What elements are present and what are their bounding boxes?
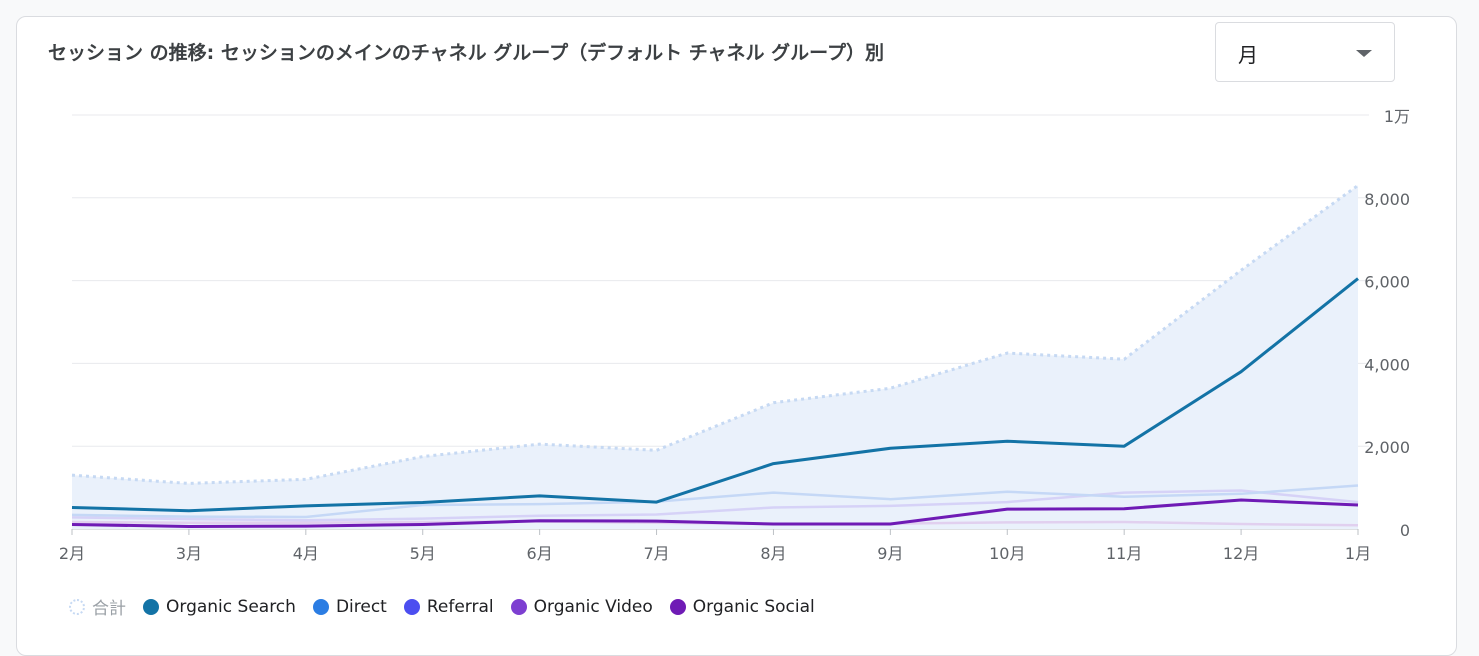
legend-item[interactable]: 合計: [69, 594, 126, 619]
line-chart: 0 2,000 4,000 6,000 8,000 1万 2月 3月 4月 5月 6月 7月 8月 9月 1…: [59, 107, 1410, 563]
x-tick-label: 2月: [59, 544, 85, 563]
x-tick-label: 1月: [1345, 544, 1371, 563]
total-area: [72, 185, 1358, 529]
y-tick-label: 1万: [1384, 107, 1410, 126]
legend-item[interactable]: Referral: [403, 596, 494, 617]
legend-item[interactable]: Organic Social: [669, 596, 815, 617]
chart-title: セッション の推移: セッションのメインのチャネル グループ（デフォルト チャネ…: [48, 42, 885, 64]
series-line-referral: [71, 489, 1359, 522]
legend-label: Organic Social: [692, 596, 815, 617]
legend-item[interactable]: Organic Video: [510, 596, 653, 617]
x-tick-label: 4月: [293, 544, 319, 563]
series-line-total: [71, 184, 1359, 485]
x-tick-label: 8月: [760, 544, 786, 563]
legend-label: Organic Video: [533, 596, 653, 617]
x-tick-label: 6月: [527, 544, 553, 563]
legend-swatch-icon: [510, 598, 527, 615]
legend-label: Direct: [335, 596, 387, 617]
series-line-direct: [71, 484, 1359, 519]
series-line-organic-social: [71, 498, 1359, 529]
x-tick-label: 10月: [989, 544, 1025, 563]
y-tick-label: 4,000: [1364, 355, 1410, 374]
x-tick-label: 5月: [410, 544, 436, 563]
chart-legend: 合計 Organic Search Direct Referral Organic Vi…: [69, 594, 832, 619]
x-tick-label: 11月: [1106, 544, 1142, 563]
legend-swatch-icon: [143, 598, 159, 615]
legend-item[interactable]: Organic Search: [143, 597, 296, 617]
x-tick-label: 3月: [176, 544, 202, 563]
y-tick-label: 6,000: [1364, 273, 1410, 292]
y-tick-label: 0: [1400, 521, 1410, 540]
legend-swatch-icon: [69, 598, 85, 615]
period-select-value: 月: [1238, 43, 1258, 67]
legend-label: Organic Search: [166, 596, 296, 617]
x-tick-label: 12月: [1223, 544, 1259, 563]
legend-label: Referral: [426, 596, 494, 617]
series-line-organic-search: [71, 277, 1359, 513]
period-select[interactable]: 月: [1215, 22, 1395, 82]
y-tick-label: 2,000: [1364, 438, 1410, 457]
x-tick-label: 7月: [643, 544, 669, 563]
legend-label: 合計: [92, 599, 126, 619]
x-tick-label: 9月: [877, 544, 903, 563]
legend-swatch-icon: [403, 598, 420, 615]
legend-swatch-icon: [669, 598, 686, 615]
caret-down-icon: [1356, 50, 1372, 57]
legend-item[interactable]: Direct: [312, 596, 387, 617]
y-tick-label: 8,000: [1364, 190, 1410, 209]
legend-swatch-icon: [312, 598, 329, 615]
